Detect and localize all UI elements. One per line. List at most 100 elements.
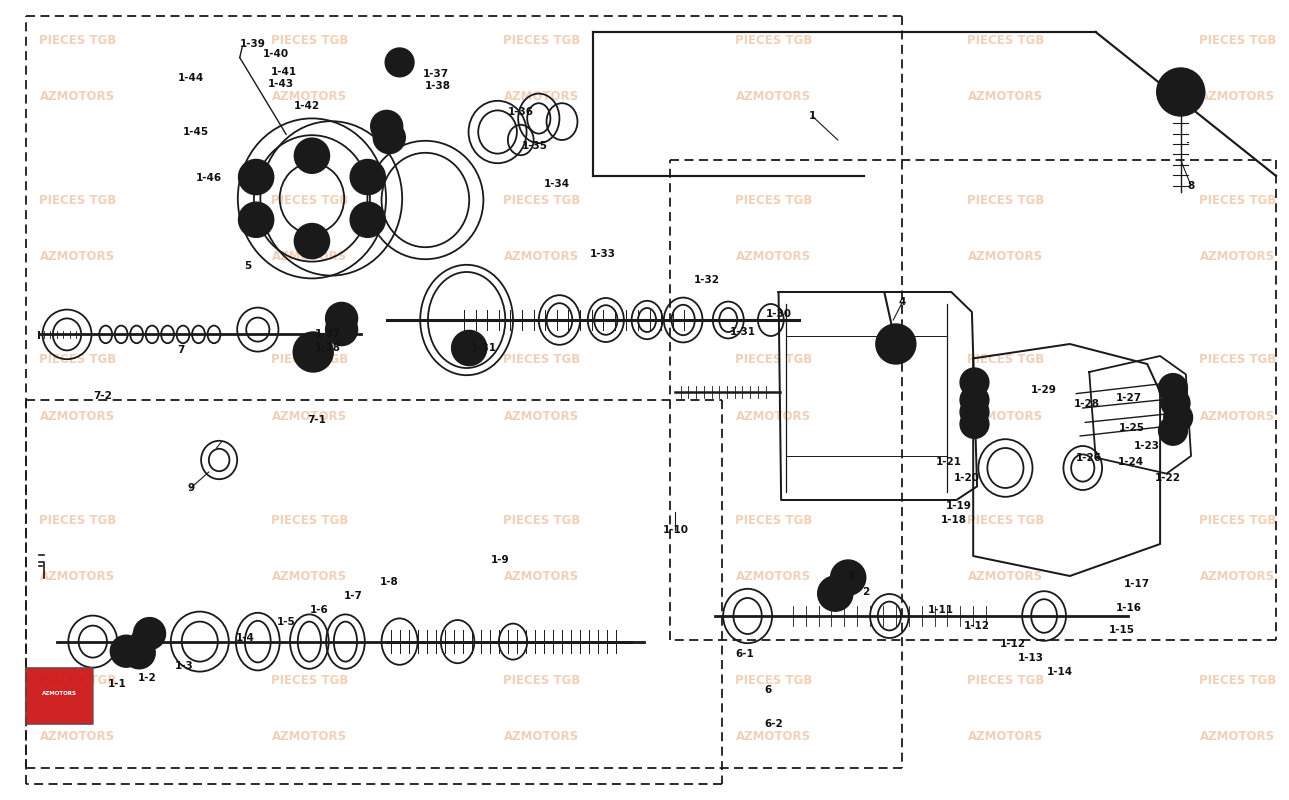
Text: PIECES TGB: PIECES TGB	[503, 674, 580, 686]
Text: PIECES TGB: PIECES TGB	[735, 194, 812, 206]
Text: AZMOTORS: AZMOTORS	[41, 690, 77, 696]
Text: 1-31: 1-31	[470, 343, 496, 353]
Text: 1-32: 1-32	[693, 275, 719, 285]
Text: 1: 1	[808, 111, 816, 121]
Text: AZMOTORS: AZMOTORS	[272, 570, 347, 582]
Text: AZMOTORS: AZMOTORS	[736, 250, 811, 262]
Text: 1-22: 1-22	[1155, 474, 1181, 483]
Text: 1-34: 1-34	[544, 179, 570, 189]
Text: 1-43: 1-43	[268, 79, 294, 89]
Text: PIECES TGB: PIECES TGB	[1199, 194, 1276, 206]
Text: 1-31: 1-31	[730, 327, 755, 337]
Text: 1-4: 1-4	[236, 634, 254, 643]
Text: 1-19: 1-19	[946, 501, 972, 510]
Text: AZMOTORS: AZMOTORS	[272, 250, 347, 262]
Text: 1-3: 1-3	[175, 661, 193, 670]
FancyBboxPatch shape	[26, 668, 93, 724]
Text: AZMOTORS: AZMOTORS	[40, 90, 115, 102]
Text: PIECES TGB: PIECES TGB	[271, 354, 348, 366]
Text: 1-42: 1-42	[294, 101, 320, 110]
Text: 1-24: 1-24	[1118, 458, 1143, 467]
Circle shape	[451, 330, 487, 366]
Text: 7-1: 7-1	[308, 415, 326, 425]
Text: 1-26: 1-26	[1076, 453, 1102, 462]
Text: 1-38: 1-38	[425, 82, 451, 91]
Text: AZMOTORS: AZMOTORS	[736, 410, 811, 422]
Text: PIECES TGB: PIECES TGB	[1199, 674, 1276, 686]
Text: AZMOTORS: AZMOTORS	[272, 90, 347, 102]
Text: AZMOTORS: AZMOTORS	[1200, 250, 1275, 262]
Text: PIECES TGB: PIECES TGB	[503, 194, 580, 206]
Text: 3: 3	[847, 571, 855, 581]
Text: 1-8: 1-8	[380, 578, 398, 587]
Text: 1-12: 1-12	[1000, 639, 1026, 649]
Text: 4: 4	[898, 298, 906, 307]
Circle shape	[293, 332, 334, 372]
Text: 1-16: 1-16	[1116, 603, 1142, 613]
Text: AZMOTORS: AZMOTORS	[272, 410, 347, 422]
Text: AZMOTORS: AZMOTORS	[272, 730, 347, 742]
Text: 1-37: 1-37	[423, 69, 449, 78]
Text: PIECES TGB: PIECES TGB	[735, 674, 812, 686]
Text: AZMOTORS: AZMOTORS	[504, 250, 579, 262]
Text: AZMOTORS: AZMOTORS	[968, 90, 1043, 102]
Text: AZMOTORS: AZMOTORS	[736, 730, 811, 742]
Circle shape	[817, 576, 853, 611]
Text: 1-29: 1-29	[1031, 386, 1057, 395]
Circle shape	[385, 48, 414, 77]
Text: 7-2: 7-2	[94, 391, 112, 401]
Circle shape	[294, 138, 330, 174]
Circle shape	[238, 202, 273, 238]
Circle shape	[960, 368, 989, 397]
Text: 1-33: 1-33	[590, 250, 616, 259]
Text: PIECES TGB: PIECES TGB	[1199, 354, 1276, 366]
Text: 1-12: 1-12	[964, 621, 990, 630]
Text: 1-18: 1-18	[941, 515, 967, 525]
Text: 1-23: 1-23	[1134, 442, 1160, 451]
Circle shape	[1159, 374, 1187, 402]
Text: PIECES TGB: PIECES TGB	[39, 354, 116, 366]
Text: AZMOTORS: AZMOTORS	[504, 730, 579, 742]
Text: 6-1: 6-1	[736, 650, 754, 659]
Circle shape	[1161, 389, 1190, 418]
Text: AZMOTORS: AZMOTORS	[40, 410, 115, 422]
Circle shape	[351, 159, 385, 194]
Circle shape	[124, 637, 155, 669]
Text: 1-7: 1-7	[344, 591, 362, 601]
Text: PIECES TGB: PIECES TGB	[503, 34, 580, 46]
Text: AZMOTORS: AZMOTORS	[968, 250, 1043, 262]
Text: 1-6: 1-6	[311, 605, 329, 614]
Text: 1-1: 1-1	[108, 679, 126, 689]
Text: 6: 6	[764, 685, 772, 694]
Text: PIECES TGB: PIECES TGB	[39, 514, 116, 526]
Text: AZMOTORS: AZMOTORS	[1200, 90, 1275, 102]
Text: 1-40: 1-40	[263, 50, 289, 59]
Text: PIECES TGB: PIECES TGB	[39, 194, 116, 206]
Text: PIECES TGB: PIECES TGB	[271, 194, 348, 206]
Text: PIECES TGB: PIECES TGB	[967, 34, 1044, 46]
Text: 1-17: 1-17	[1124, 579, 1150, 589]
Text: 1-25: 1-25	[1119, 423, 1145, 433]
Circle shape	[374, 122, 405, 154]
Text: PIECES TGB: PIECES TGB	[967, 194, 1044, 206]
Text: PIECES TGB: PIECES TGB	[1199, 514, 1276, 526]
Circle shape	[326, 302, 357, 334]
Text: 1-14: 1-14	[1047, 667, 1072, 677]
Text: PIECES TGB: PIECES TGB	[1199, 34, 1276, 46]
Text: 6-2: 6-2	[764, 719, 782, 729]
Text: 9: 9	[187, 483, 195, 493]
Circle shape	[351, 202, 385, 238]
Text: PIECES TGB: PIECES TGB	[735, 34, 812, 46]
Circle shape	[830, 560, 866, 595]
Text: 1-11: 1-11	[928, 605, 954, 614]
Text: 1-35: 1-35	[522, 141, 548, 150]
Text: AZMOTORS: AZMOTORS	[736, 570, 811, 582]
Text: 1-2: 1-2	[138, 674, 156, 683]
Text: 1-41: 1-41	[271, 67, 296, 77]
Text: 1-15: 1-15	[1109, 626, 1134, 635]
Text: 1-20: 1-20	[954, 474, 980, 483]
Text: AZMOTORS: AZMOTORS	[504, 410, 579, 422]
Circle shape	[1159, 416, 1187, 445]
Text: PIECES TGB: PIECES TGB	[503, 354, 580, 366]
Text: 1-21: 1-21	[936, 458, 962, 467]
